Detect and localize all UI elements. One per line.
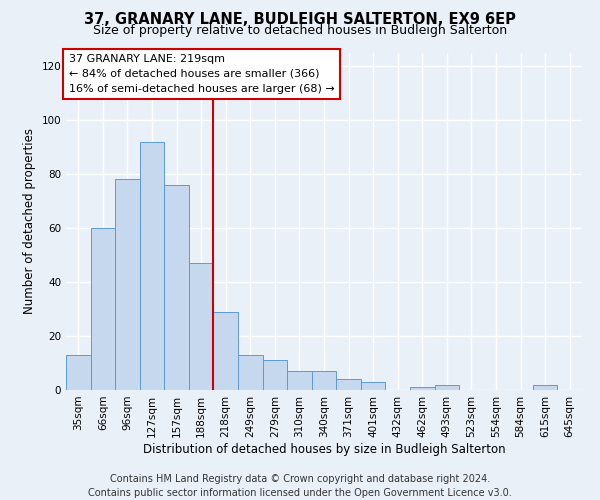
Text: Size of property relative to detached houses in Budleigh Salterton: Size of property relative to detached ho… xyxy=(93,24,507,37)
Bar xyxy=(189,263,214,390)
Text: 37, GRANARY LANE, BUDLEIGH SALTERTON, EX9 6EP: 37, GRANARY LANE, BUDLEIGH SALTERTON, EX… xyxy=(84,12,516,28)
Y-axis label: Number of detached properties: Number of detached properties xyxy=(23,128,36,314)
Bar xyxy=(312,371,336,390)
Bar xyxy=(263,360,287,390)
Bar xyxy=(66,355,91,390)
Bar xyxy=(410,388,434,390)
Bar xyxy=(115,180,140,390)
Text: 37 GRANARY LANE: 219sqm
← 84% of detached houses are smaller (366)
16% of semi-d: 37 GRANARY LANE: 219sqm ← 84% of detache… xyxy=(68,54,334,94)
Text: Contains HM Land Registry data © Crown copyright and database right 2024.
Contai: Contains HM Land Registry data © Crown c… xyxy=(88,474,512,498)
Bar xyxy=(434,384,459,390)
Bar xyxy=(336,379,361,390)
Bar xyxy=(361,382,385,390)
Bar xyxy=(140,142,164,390)
Bar xyxy=(287,371,312,390)
Bar xyxy=(164,185,189,390)
Bar xyxy=(214,312,238,390)
Bar xyxy=(91,228,115,390)
Bar xyxy=(238,355,263,390)
X-axis label: Distribution of detached houses by size in Budleigh Salterton: Distribution of detached houses by size … xyxy=(143,442,505,456)
Bar xyxy=(533,384,557,390)
